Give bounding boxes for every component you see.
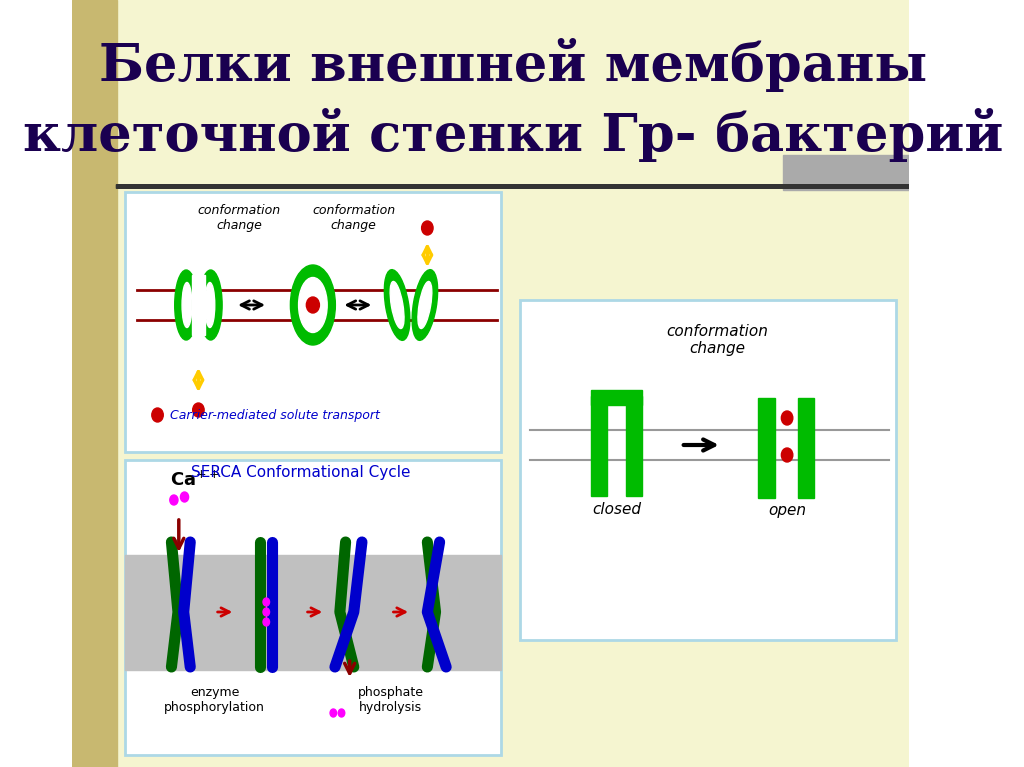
Text: Carrier-mediated solute transport: Carrier-mediated solute transport [170,409,380,422]
Bar [591,390,642,405]
Text: conformation
change: conformation change [198,204,281,232]
Text: conformation
change: conformation change [312,204,395,232]
Ellipse shape [338,709,345,717]
Text: conformation
change: conformation change [667,324,769,356]
Text: Ca$^{++}$: Ca$^{++}$ [170,470,219,489]
Ellipse shape [299,278,328,333]
FancyBboxPatch shape [125,192,501,452]
Text: enzyme
phosphorylation: enzyme phosphorylation [164,686,265,714]
Ellipse shape [182,282,191,328]
FancyBboxPatch shape [520,300,896,640]
Ellipse shape [152,408,163,422]
Text: closed: closed [593,502,641,518]
Text: клеточной стенки Гр- бактерий: клеточной стенки Гр- бактерий [23,108,1004,162]
Ellipse shape [330,709,337,717]
Bar [125,555,501,670]
Ellipse shape [193,403,204,417]
Ellipse shape [291,265,336,345]
Text: SERCA Conformational Cycle: SERCA Conformational Cycle [190,466,411,480]
Ellipse shape [263,608,269,616]
Bar [591,396,607,496]
Bar [798,398,814,498]
Ellipse shape [781,448,793,462]
FancyBboxPatch shape [125,460,501,755]
Bar [759,398,775,498]
Ellipse shape [412,270,437,341]
Ellipse shape [422,221,433,235]
Ellipse shape [418,281,432,328]
Ellipse shape [390,281,404,328]
Text: phosphate
hydrolysis: phosphate hydrolysis [357,686,424,714]
Ellipse shape [205,282,215,328]
Ellipse shape [170,495,178,505]
Bar [72,0,117,767]
Text: open: open [768,502,806,518]
Text: Белки внешней мембраны: Белки внешней мембраны [99,38,928,92]
Bar [783,155,909,190]
Ellipse shape [384,270,410,341]
Ellipse shape [263,598,269,606]
Ellipse shape [200,270,222,340]
Ellipse shape [781,411,793,425]
Bar [191,275,205,335]
Ellipse shape [263,618,269,626]
Ellipse shape [175,270,198,340]
FancyBboxPatch shape [117,185,910,189]
Bar [626,396,642,496]
Ellipse shape [306,297,319,313]
Ellipse shape [180,492,188,502]
